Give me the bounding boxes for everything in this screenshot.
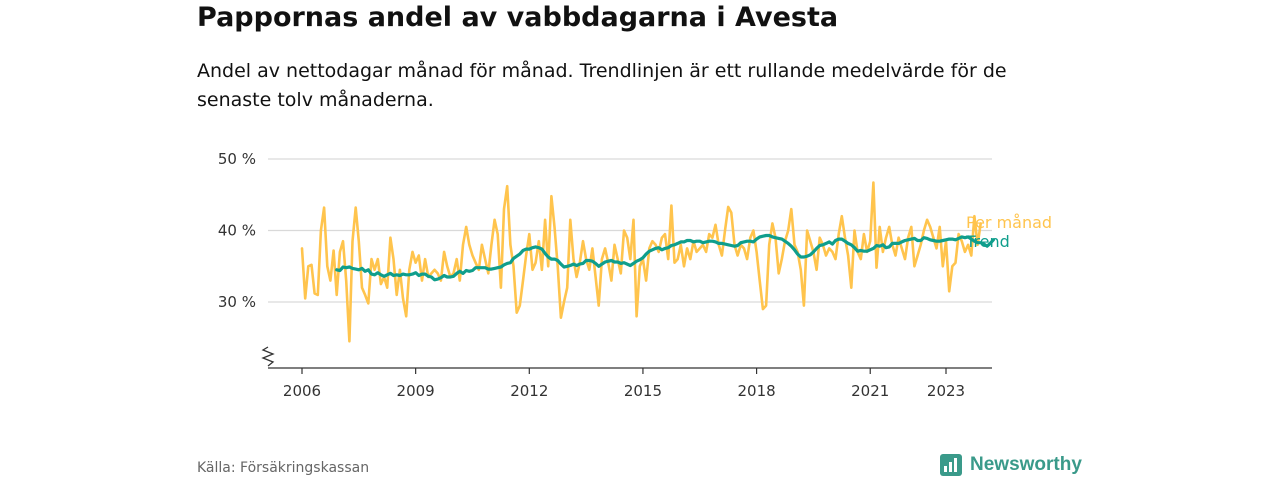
brand-name: Newsworthy xyxy=(970,454,1082,475)
y-tick-label: 30 % xyxy=(218,293,256,311)
series-lines xyxy=(300,181,995,343)
legend-label-trend: Trend xyxy=(965,232,1010,251)
x-tick-label: 2018 xyxy=(737,382,775,400)
axis-break-icon xyxy=(261,346,275,367)
y-tick-label: 50 % xyxy=(218,150,256,168)
source-note: Källa: Försäkringskassan xyxy=(197,460,370,476)
x-axis: 2006 2009 2012 2015 2018 2021 2023 xyxy=(261,346,992,400)
x-tick-label: 2023 xyxy=(927,382,965,400)
chart-title: Pappornas andel av vabbdagarna i Avesta xyxy=(197,2,839,33)
legend-label-per-manad: Per månad xyxy=(966,213,1052,232)
x-tick-label: 2015 xyxy=(624,382,662,400)
x-tick-label: 2012 xyxy=(510,382,548,400)
x-tick-label: 2021 xyxy=(851,382,889,400)
bar-chart-icon xyxy=(940,454,962,476)
y-axis-ticks: 30 % 40 % 50 % xyxy=(218,150,256,311)
x-tick-label: 2009 xyxy=(397,382,435,400)
gridlines xyxy=(268,158,992,303)
brand-logo: Newsworthy xyxy=(940,451,1082,479)
chart-subtitle: Andel av nettodagar månad för månad. Tre… xyxy=(197,60,1007,111)
series-line-trend xyxy=(335,233,995,282)
y-tick-label: 40 % xyxy=(218,222,256,240)
x-tick-label: 2006 xyxy=(283,382,321,400)
series-line-per-manad xyxy=(300,181,982,343)
